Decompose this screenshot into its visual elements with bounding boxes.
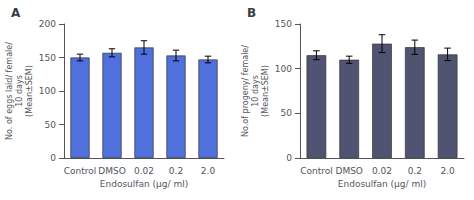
svg-text:0.02: 0.02: [134, 166, 154, 176]
svg-text:0: 0: [50, 153, 56, 163]
svg-text:150: 150: [275, 19, 292, 29]
svg-text:0.2: 0.2: [169, 166, 183, 176]
svg-text:B: B: [247, 6, 256, 20]
svg-text:100: 100: [275, 64, 292, 74]
svg-text:100: 100: [39, 86, 56, 96]
svg-text:A: A: [11, 6, 21, 20]
svg-text:DMSO: DMSO: [98, 166, 126, 176]
svg-text:Endosulfan (µg/ ml): Endosulfan (µg/ ml): [338, 179, 426, 189]
svg-text:No. of eggs laid/ female/: No. of eggs laid/ female/: [5, 42, 14, 140]
svg-text:(Mean±SEM): (Mean±SEM): [25, 65, 34, 117]
svg-text:150: 150: [39, 53, 56, 63]
svg-text:No.of progeny/ female/: No.of progeny/ female/: [241, 45, 250, 137]
svg-text:DMSO: DMSO: [335, 166, 363, 176]
svg-text:0.2: 0.2: [408, 166, 422, 176]
svg-text:10 days: 10 days: [15, 75, 24, 107]
svg-text:200: 200: [39, 19, 56, 29]
svg-text:Control: Control: [64, 166, 97, 176]
svg-text:50: 50: [45, 120, 57, 130]
svg-text:Control: Control: [300, 166, 333, 176]
svg-text:0: 0: [286, 153, 292, 163]
svg-text:50: 50: [281, 108, 293, 118]
svg-text:2.0: 2.0: [440, 166, 455, 176]
svg-text:2.0: 2.0: [201, 166, 216, 176]
svg-text:10 days: 10 days: [251, 75, 260, 107]
svg-text:Endosulfan (µg/ ml): Endosulfan (µg/ ml): [100, 179, 188, 189]
svg-text:(Mean±SEM): (Mean±SEM): [261, 65, 270, 117]
svg-text:0.02: 0.02: [372, 166, 392, 176]
